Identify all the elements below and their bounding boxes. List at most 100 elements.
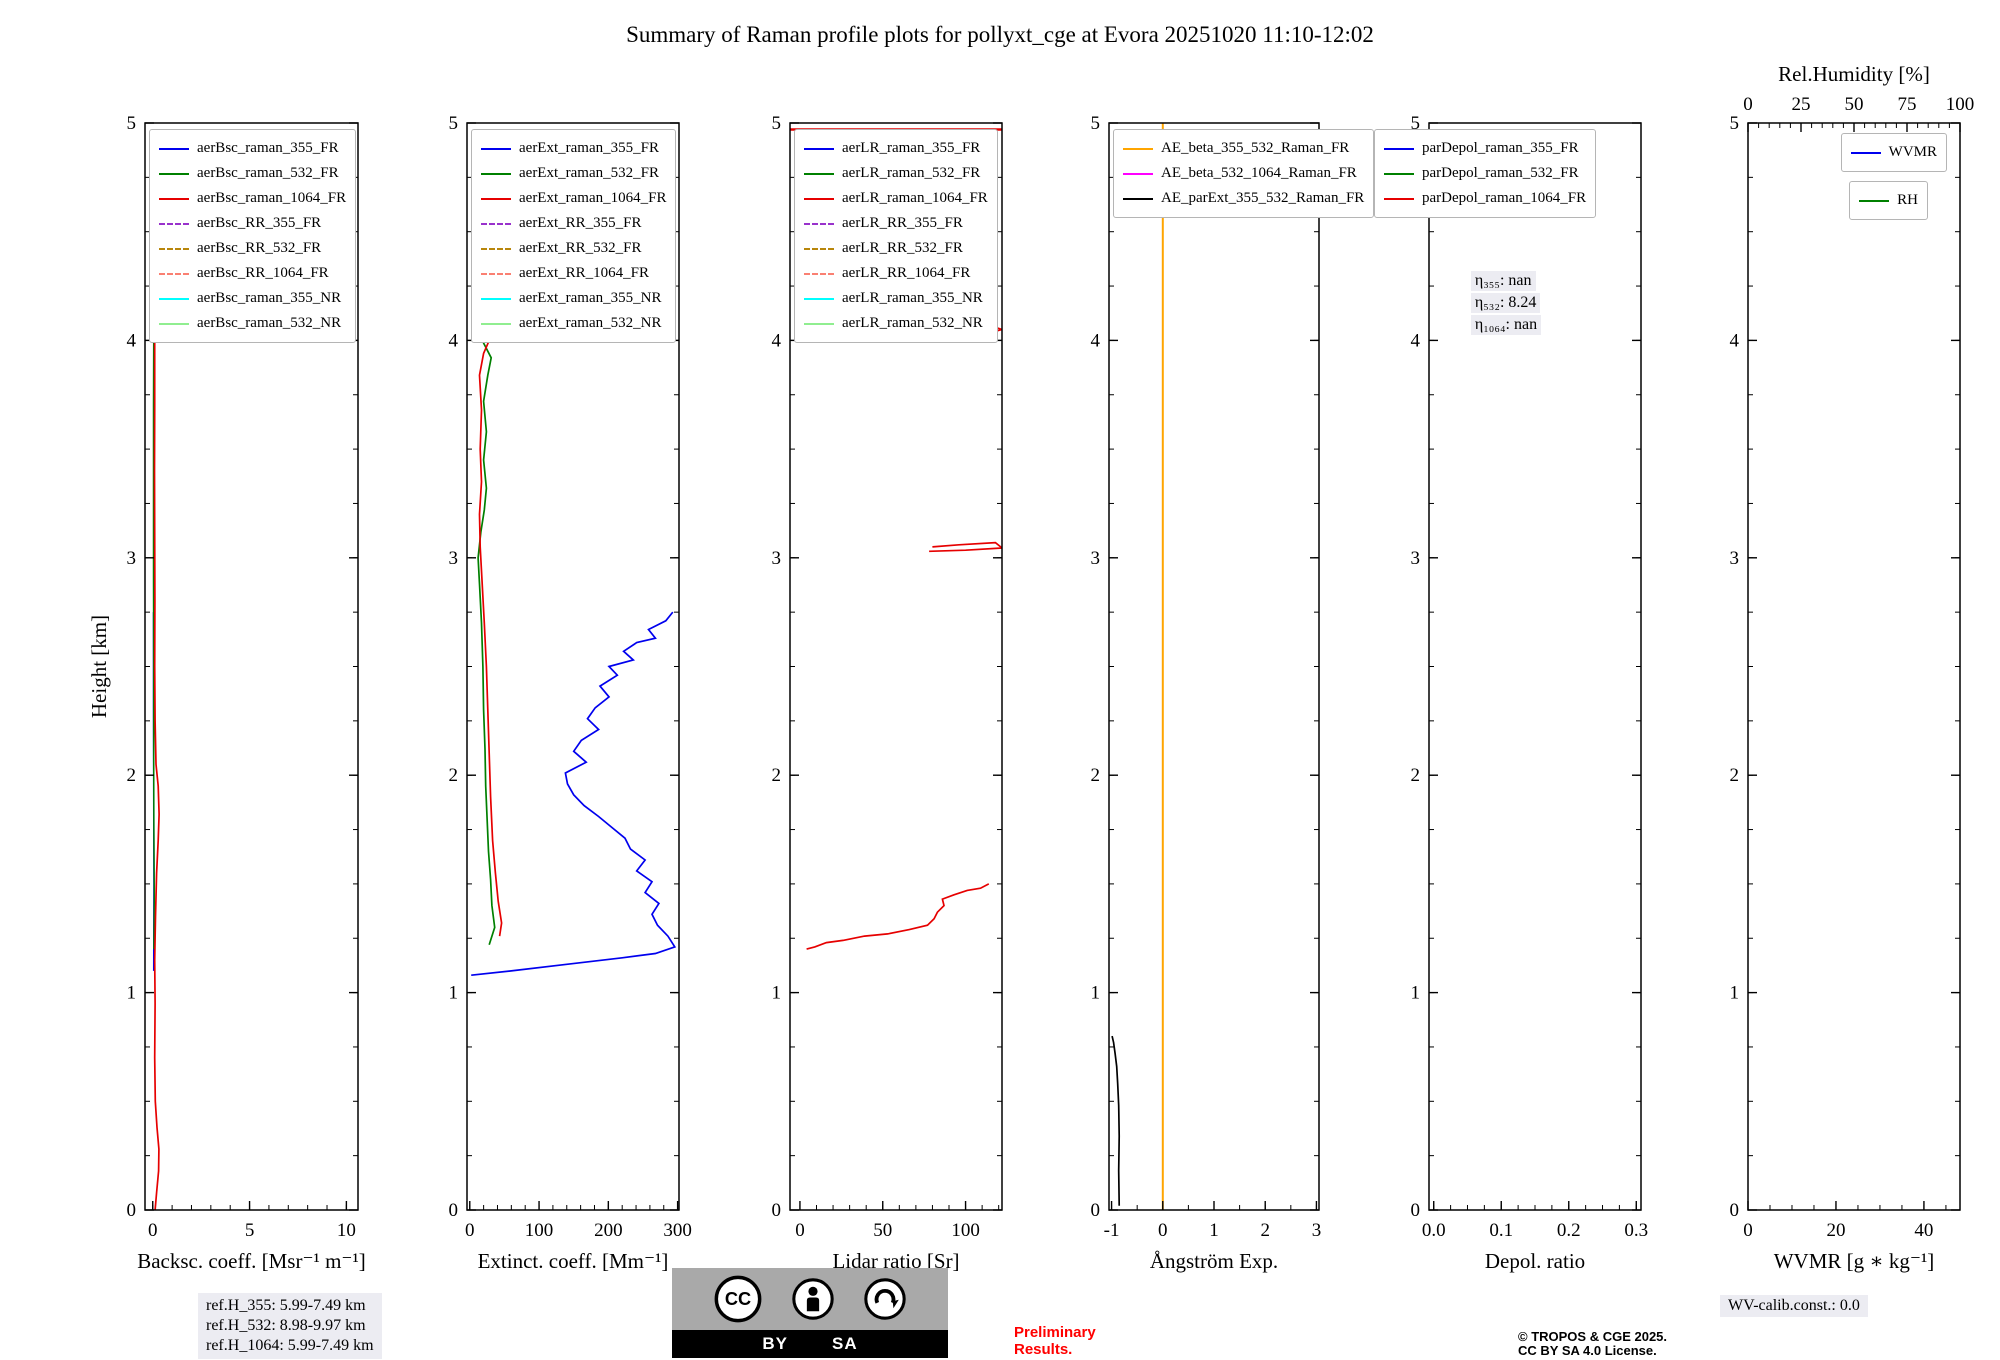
legend-label: aerBsc_raman_1064_FR — [197, 190, 347, 206]
legend-item: parDepol_raman_532_FR — [1384, 161, 1586, 186]
legend-label: aerExt_raman_1064_FR — [519, 190, 667, 206]
svg-text:0: 0 — [1091, 1200, 1101, 1221]
legend-label: aerExt_RR_355_FR — [519, 215, 642, 231]
svg-text:0.3: 0.3 — [1624, 1220, 1648, 1241]
legend-water-vapor-1: RH — [1849, 181, 1928, 220]
top-axis-label: Rel.Humidity [%] — [1778, 62, 1930, 86]
svg-text:4: 4 — [1730, 330, 1740, 351]
legend-item: aerExt_RR_1064_FR — [481, 261, 666, 286]
ref-h-1064: ref.H_1064: 5.99-7.49 km — [206, 1337, 374, 1354]
legend-line-sample — [159, 297, 189, 300]
legend-line-sample — [804, 247, 834, 250]
svg-text:2: 2 — [1260, 1220, 1270, 1241]
legend-item: parDepol_raman_355_FR — [1384, 136, 1586, 161]
legend-line-sample — [159, 247, 189, 250]
attribution-icon — [792, 1278, 834, 1320]
legend-item: WVMR — [1850, 140, 1937, 165]
legend-label: aerBsc_RR_355_FR — [197, 215, 322, 231]
legend-item: aerBsc_raman_532_NR — [159, 311, 346, 336]
y-axis-label: Height [km] — [87, 615, 111, 718]
svg-text:4: 4 — [449, 330, 459, 351]
legend-line-sample — [1123, 147, 1153, 150]
legend-line-sample — [159, 272, 189, 275]
legend-item: aerExt_RR_532_FR — [481, 236, 666, 261]
legend-label: parDepol_raman_532_FR — [1422, 165, 1579, 181]
cc-license-badge: CC BY SA — [672, 1268, 948, 1358]
svg-text:4: 4 — [1411, 330, 1421, 351]
svg-text:4: 4 — [772, 330, 782, 351]
xlabel-depolarization: Depol. ratio — [1485, 1249, 1585, 1273]
legend-item: aerLR_RR_532_FR — [804, 236, 988, 261]
series-aerBsc_raman_1064_FR — [153, 329, 160, 1210]
share-alike-icon — [864, 1278, 906, 1320]
svg-text:3: 3 — [449, 548, 459, 569]
svg-text:0: 0 — [127, 1200, 137, 1221]
svg-text:5: 5 — [1091, 113, 1101, 134]
legend-label: parDepol_raman_355_FR — [1422, 140, 1579, 156]
legend-line-sample — [1384, 197, 1414, 200]
legend-line-sample — [804, 172, 834, 175]
svg-text:100: 100 — [525, 1220, 554, 1241]
svg-text:3: 3 — [127, 548, 137, 569]
wv-calibration-note: WV-calib.const.: 0.0 — [1720, 1295, 1868, 1317]
legend-label: aerLR_raman_355_NR — [842, 290, 983, 306]
svg-text:2: 2 — [1411, 765, 1421, 786]
legend-line-sample — [804, 322, 834, 325]
svg-text:100: 100 — [951, 1220, 980, 1241]
legend-label: AE_parExt_355_532_Raman_FR — [1161, 190, 1365, 206]
legend-item: aerLR_raman_355_NR — [804, 286, 988, 311]
svg-text:-1: -1 — [1104, 1220, 1120, 1241]
legend-item: aerBsc_raman_532_FR — [159, 161, 346, 186]
legend-line-sample — [481, 272, 511, 275]
eta-annotation: η₃₅₅: nan η₅₃₂: 8.24 η₁₀₆₄: nan — [1470, 270, 1542, 337]
legend-item: aerLR_raman_355_FR — [804, 136, 988, 161]
legend-label: aerExt_raman_532_NR — [519, 315, 662, 331]
legend-line-sample — [481, 222, 511, 225]
cc-band: BY SA — [672, 1330, 948, 1358]
svg-text:300: 300 — [663, 1220, 692, 1241]
cc-sa-label: SA — [832, 1334, 858, 1353]
series-aerExt_raman_355_FR — [471, 611, 677, 977]
legend-backscatter: aerBsc_raman_355_FR aerBsc_raman_532_FR ae… — [149, 129, 357, 343]
svg-text:0: 0 — [1730, 1200, 1740, 1221]
svg-text:1: 1 — [449, 983, 459, 1004]
legend-item: aerExt_raman_355_FR — [481, 136, 666, 161]
svg-text:0: 0 — [148, 1220, 158, 1241]
legend-item: aerLR_raman_532_NR — [804, 311, 988, 336]
legend-line-sample — [159, 197, 189, 200]
svg-text:5: 5 — [127, 113, 137, 134]
legend-line-sample — [804, 297, 834, 300]
legend-line-sample — [804, 147, 834, 150]
legend-lidar-ratio: aerLR_raman_355_FR aerLR_raman_532_FR aerL… — [794, 129, 998, 343]
legend-item: AE_parExt_355_532_Raman_FR — [1123, 186, 1364, 211]
legend-label: aerLR_raman_355_FR — [842, 140, 981, 156]
legend-label: aerLR_RR_1064_FR — [842, 265, 971, 281]
legend-item: aerLR_RR_355_FR — [804, 211, 988, 236]
panel-backscatter: 0 5 10 0 1 2 3 4 5 Backsc. coeff. [Msr⁻¹ m⁻¹] — [127, 113, 366, 1273]
legend-item: aerExt_RR_355_FR — [481, 211, 666, 236]
legend-label: aerExt_raman_532_FR — [519, 165, 659, 181]
legend-label: aerExt_RR_1064_FR — [519, 265, 649, 281]
legend-line-sample — [481, 147, 511, 150]
cc-icon: CC — [714, 1275, 762, 1323]
svg-text:0: 0 — [795, 1220, 805, 1241]
series-aerExt_raman_532_FR — [477, 340, 496, 946]
svg-text:0.0: 0.0 — [1422, 1220, 1446, 1241]
panel-water-vapor-frame — [1747, 122, 1961, 1211]
legend-label: aerLR_RR_532_FR — [842, 240, 963, 256]
legend-item: aerLR_RR_1064_FR — [804, 261, 988, 286]
legend-line-sample — [1859, 199, 1890, 202]
legend-line-sample — [1384, 147, 1414, 150]
panel-extinction-series — [471, 328, 677, 977]
legend-item: aerExt_raman_1064_FR — [481, 186, 666, 211]
legend-item: aerLR_raman_532_FR — [804, 161, 988, 186]
legend-item: parDepol_raman_1064_FR — [1384, 186, 1586, 211]
legend-line-sample — [159, 322, 189, 325]
xlabel-angstrom-exponent: Ångström Exp. — [1150, 1249, 1278, 1273]
svg-text:0: 0 — [1743, 94, 1753, 115]
svg-text:1: 1 — [127, 983, 137, 1004]
legend-label: WVMR — [1888, 144, 1937, 160]
xlabel-water-vapor: WVMR [g ∗ kg⁻¹] — [1774, 1249, 1935, 1273]
